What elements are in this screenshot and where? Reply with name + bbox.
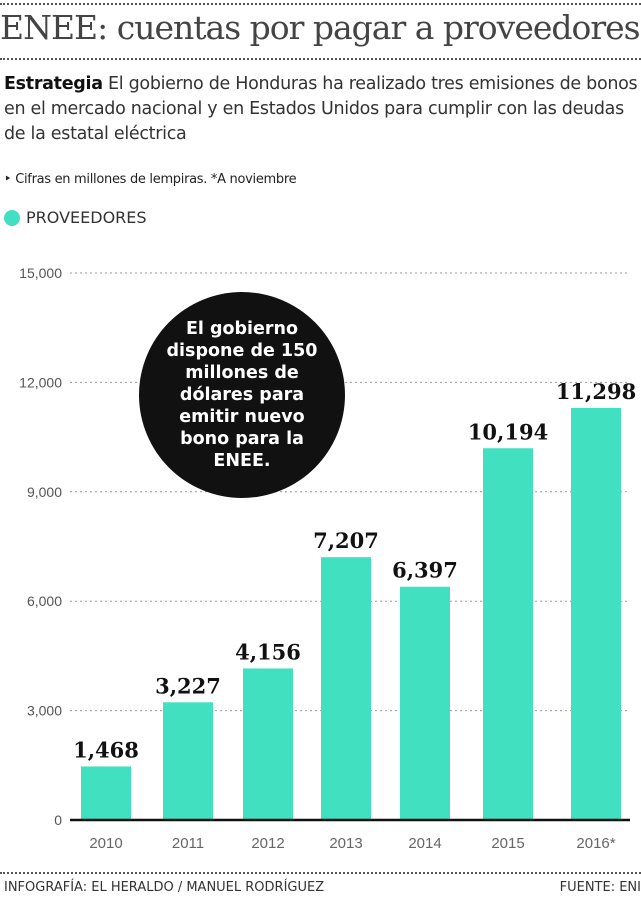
intro-text: Estrategia El gobierno de Honduras ha re…	[4, 72, 641, 147]
x-tick-label: 2013	[329, 835, 362, 852]
x-tick-label: 2014	[408, 835, 441, 852]
data-label: 3,227	[155, 673, 221, 698]
data-label: 6,397	[392, 558, 458, 583]
units-note: ‣ Cifras en millones de lempiras. *A nov…	[4, 172, 297, 187]
title-divider	[0, 58, 641, 60]
legend: PROVEEDORES	[4, 208, 147, 227]
data-label: 11,298	[556, 379, 636, 404]
bar	[243, 668, 293, 820]
x-tick-label: 2010	[89, 835, 122, 852]
source: FUENTE: ENI	[559, 880, 641, 895]
y-tick-label: 0	[54, 812, 62, 828]
y-tick-label: 3,000	[27, 703, 62, 719]
intro-label: Estrategia	[4, 74, 103, 94]
data-label: 4,156	[235, 639, 301, 664]
callout-text: El gobierno dispone de 150 millones de d…	[166, 319, 318, 471]
chart-title: ENEE: cuentas por pagar a proveedores	[0, 8, 641, 47]
legend-label: PROVEEDORES	[26, 208, 147, 227]
data-label: 1,468	[73, 737, 139, 762]
bar	[400, 586, 450, 820]
top-divider	[0, 3, 641, 5]
y-tick-label: 6,000	[27, 593, 62, 609]
bar	[321, 557, 371, 820]
intro-body: El gobierno de Honduras ha realizado tre…	[4, 74, 638, 144]
x-tick-label: 2016*	[576, 835, 615, 852]
x-tick-label: 2011	[172, 835, 204, 852]
bar	[483, 448, 533, 820]
credit: INFOGRAFÍA: EL HERALDO / MANUEL RODRÍGUE…	[4, 880, 325, 895]
x-tick-label: 2012	[251, 835, 284, 852]
data-label: 7,207	[313, 528, 379, 553]
legend-swatch	[4, 209, 20, 226]
bar	[163, 702, 213, 820]
y-tick-label: 15,000	[19, 265, 62, 281]
x-tick-label: 2015	[491, 835, 524, 852]
footer-divider	[0, 872, 641, 874]
y-tick-label: 12,000	[19, 374, 62, 390]
callout-bubble: El gobierno dispone de 150 millones de d…	[139, 292, 345, 498]
data-label: 10,194	[468, 419, 548, 444]
y-tick-label: 9,000	[27, 484, 62, 500]
bar	[571, 407, 621, 820]
bar	[81, 766, 131, 820]
